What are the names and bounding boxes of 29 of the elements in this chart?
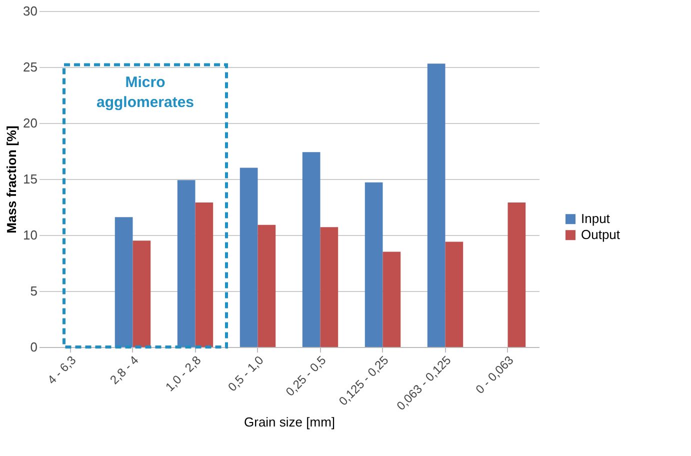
y-tick-label: 10 [23,228,38,242]
bar [364,182,383,347]
bar [508,202,526,347]
bar [320,227,338,347]
bar [445,242,464,347]
y-axis-title: Mass fraction [%] [4,126,20,234]
y-tick-label: 0 [30,340,38,354]
bar [302,152,320,347]
bar [258,224,276,347]
bar [240,168,258,347]
x-axis-title: Grain size [mm] [244,414,336,430]
x-tick-label: 1,0 - 2,8 [162,352,204,394]
bar [382,252,401,347]
bar [427,64,446,347]
y-tick-label: 15 [23,172,38,186]
bar [177,180,196,347]
y-tick-label: 20 [23,116,38,130]
legend-label: Input [581,211,610,226]
x-tick-label: 2,8 - 4 [107,352,142,388]
bar [114,217,133,347]
bar [195,202,214,347]
bar [132,240,151,347]
x-tick-label: 4 - 6,3 [44,352,79,388]
legend-label: Output [581,227,620,242]
y-tick-label: 30 [23,4,38,18]
y-tick-label: 5 [30,284,38,298]
annotation: Micro agglomerates [96,74,194,111]
x-tick-label: 0,5 - 1,0 [225,352,266,394]
y-tick-label: 25 [23,60,38,74]
